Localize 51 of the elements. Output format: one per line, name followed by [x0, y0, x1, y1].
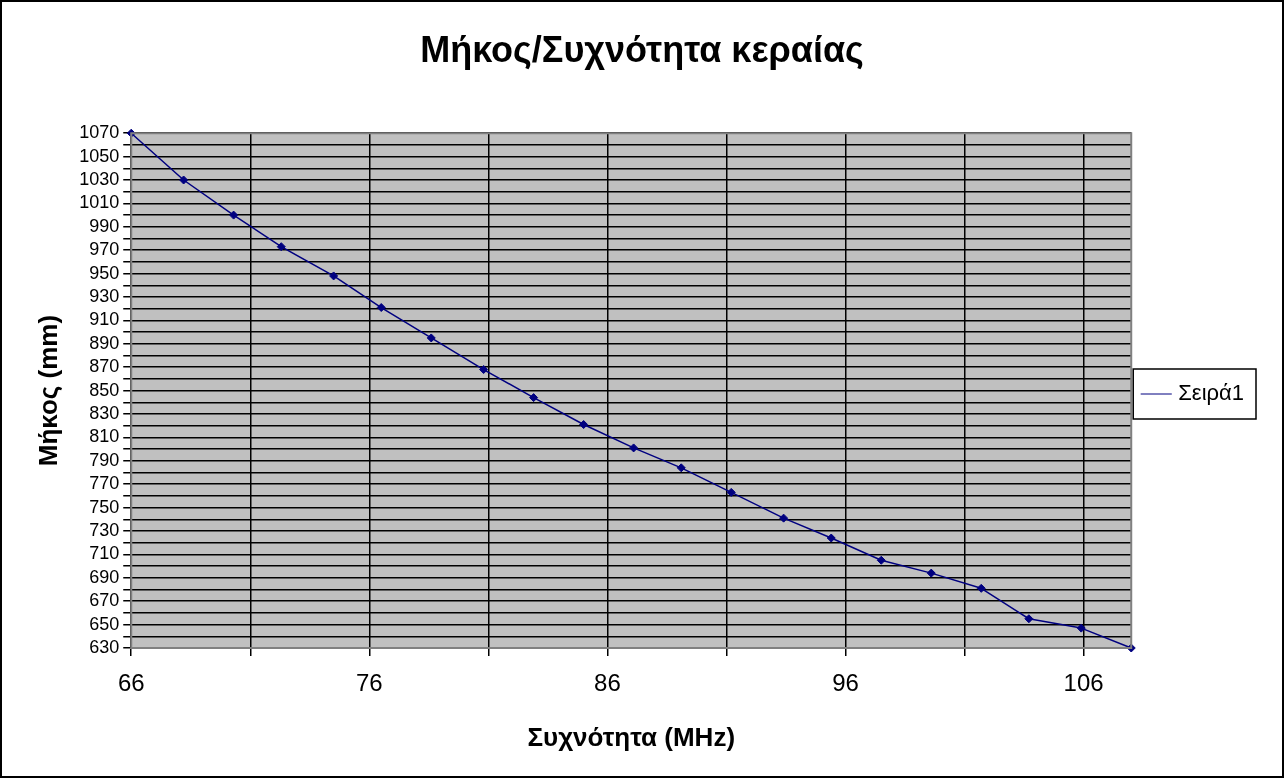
y-tick-label: 970	[89, 239, 120, 260]
x-axis-title: Συχνότητα (MHz)	[527, 721, 736, 752]
y-tick-label: 810	[89, 426, 120, 447]
y-tick-label: 770	[89, 473, 120, 494]
point	[376, 303, 386, 313]
point	[579, 420, 589, 430]
y-tick-label: 870	[89, 356, 120, 377]
y-tick-label: 1030	[79, 168, 120, 189]
point	[179, 175, 189, 185]
point	[676, 463, 686, 473]
point	[726, 487, 736, 497]
point	[479, 365, 489, 375]
point	[629, 443, 639, 453]
point	[1076, 623, 1086, 633]
y-tick-label: 1070	[79, 122, 120, 143]
chart-title: Μήκος/Συχνότητα κεραίας	[420, 28, 864, 70]
y-tick-label: 1050	[79, 145, 120, 166]
y-tick-label: 710	[89, 543, 120, 564]
x-tick-label: 106	[1063, 669, 1104, 697]
y-tick-label: 910	[89, 309, 120, 330]
y-axis-title: Μήκος (mm)	[32, 314, 63, 467]
y-tick-label: 630	[89, 636, 120, 657]
point	[976, 583, 986, 593]
y-tick-label: 850	[89, 379, 120, 400]
point	[876, 555, 886, 565]
point	[529, 393, 539, 403]
y-tick-label: 830	[89, 402, 120, 423]
point	[276, 242, 286, 252]
legend-label: Σειρά1	[1178, 380, 1244, 406]
point	[826, 533, 836, 543]
y-tick-label: 1010	[79, 192, 120, 213]
point	[926, 568, 936, 578]
point	[229, 210, 239, 220]
y-tick-label: 750	[89, 496, 120, 517]
y-tick-label: 890	[89, 332, 120, 353]
point	[779, 513, 789, 523]
y-tick-label: 670	[89, 590, 120, 611]
y-tick-label: 650	[89, 613, 120, 634]
x-tick-label: 76	[355, 669, 383, 697]
y-tick-label: 730	[89, 519, 120, 540]
y-tick-label: 930	[89, 285, 120, 306]
y-tick-label: 990	[89, 215, 120, 236]
x-tick-label: 66	[117, 669, 145, 697]
y-tick-label: 950	[89, 262, 120, 283]
x-tick-label: 86	[594, 669, 621, 697]
x-tick-label: 96	[832, 669, 859, 697]
y-tick-label: 790	[89, 449, 120, 470]
point	[426, 333, 436, 343]
point	[1024, 614, 1034, 624]
point	[329, 271, 339, 281]
y-tick-label: 690	[89, 566, 120, 587]
